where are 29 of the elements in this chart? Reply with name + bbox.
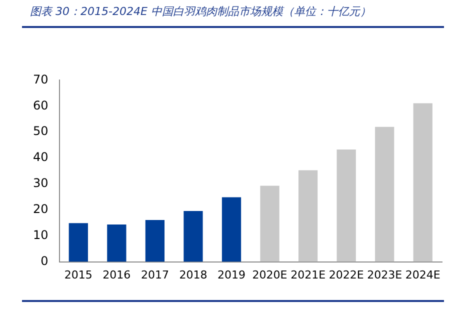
x-tick-label: 2021E <box>290 268 326 282</box>
x-tick-label: 2016 <box>102 268 131 282</box>
x-tick-label: 2017 <box>140 268 169 282</box>
bar <box>336 149 356 262</box>
bar <box>68 223 88 262</box>
y-tick-label: 10 <box>32 228 48 242</box>
y-tick-label: 20 <box>32 202 48 216</box>
y-tick-label: 30 <box>32 176 48 190</box>
x-tick-label: 2015 <box>64 268 92 282</box>
y-tick-label: 50 <box>32 124 48 138</box>
x-tick-label: 2022E <box>328 268 364 282</box>
y-tick-label: 40 <box>32 150 48 164</box>
bar <box>298 170 318 262</box>
x-tick-label: 2019 <box>218 268 246 282</box>
bar <box>107 224 126 262</box>
bar <box>260 186 280 262</box>
y-tick-label: 0 <box>40 254 48 268</box>
bar <box>184 210 203 262</box>
bar <box>222 197 242 262</box>
bar <box>145 220 165 262</box>
x-tick-label: 2020E <box>252 268 288 282</box>
y-tick-label: 60 <box>32 98 48 112</box>
bar <box>413 103 432 262</box>
y-tick-label: 70 <box>32 72 48 86</box>
chart-title: 图表 30：2015-2024E 中国白羽鸡肉制品市场规模（单位：十亿元） <box>30 4 371 19</box>
x-tick-label: 2023E <box>367 268 402 282</box>
x-tick-label: 2018 <box>179 268 208 282</box>
x-tick-label: 2024E <box>405 268 440 282</box>
bar <box>375 126 394 262</box>
